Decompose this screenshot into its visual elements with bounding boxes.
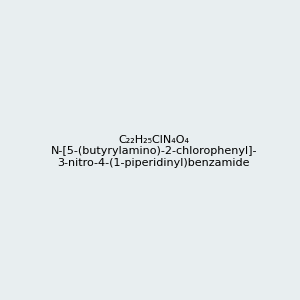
Text: C₂₂H₂₅ClN₄O₄
N-[5-(butyrylamino)-2-chlorophenyl]-
3-nitro-4-(1-piperidinyl)benza: C₂₂H₂₅ClN₄O₄ N-[5-(butyrylamino)-2-chlor…	[50, 135, 257, 168]
